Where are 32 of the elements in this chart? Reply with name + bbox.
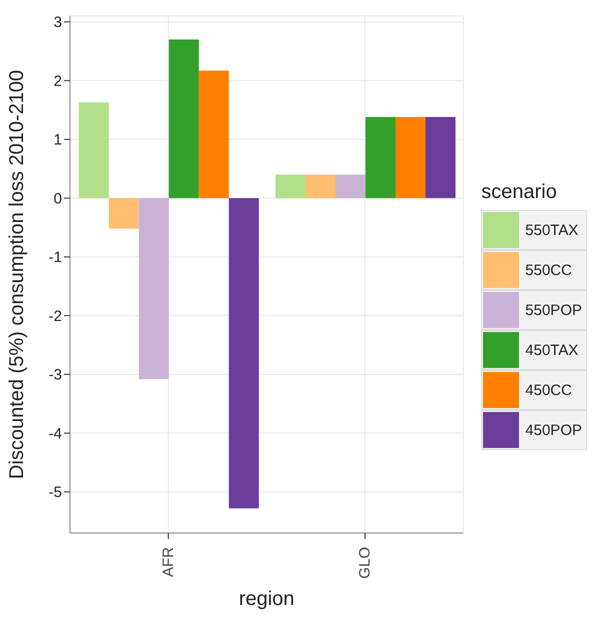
bar [198, 70, 229, 198]
y-tick-label: -2 [48, 308, 62, 325]
y-tick-label: -4 [48, 425, 62, 442]
x-tick-label: GLO [356, 547, 374, 579]
bar [275, 174, 306, 198]
bar [228, 198, 259, 508]
bar [425, 117, 456, 198]
bar [305, 174, 336, 198]
bar [108, 198, 139, 229]
legend-title: scenario [481, 181, 558, 204]
y-tick-label: -5 [48, 484, 62, 502]
bar [365, 117, 396, 198]
bar [78, 102, 109, 198]
bar [335, 174, 366, 198]
x-axis-title: region [238, 588, 294, 610]
bar [138, 198, 169, 380]
y-tick-label: 2 [54, 72, 62, 90]
legend-label: 550POP [525, 302, 582, 318]
legend-label: 450TAX [525, 342, 578, 358]
legend-label: 450CC [525, 382, 572, 398]
y-tick-label: 1 [54, 132, 62, 149]
y-tick-label: 3 [54, 14, 62, 32]
y-tick-label: -1 [48, 249, 62, 266]
y-axis-title: Discounted (5%) consumption loss 2010-2100 [6, 70, 28, 480]
legend-label: 550TAX [525, 222, 578, 238]
bar [168, 40, 199, 198]
y-tick-label: 0 [54, 190, 62, 208]
bar [395, 117, 426, 198]
legend-label: 550CC [525, 262, 572, 278]
legend-label: 450POP [525, 422, 582, 438]
x-tick-label: AFR [160, 546, 177, 577]
y-tick-label: -3 [48, 366, 62, 384]
